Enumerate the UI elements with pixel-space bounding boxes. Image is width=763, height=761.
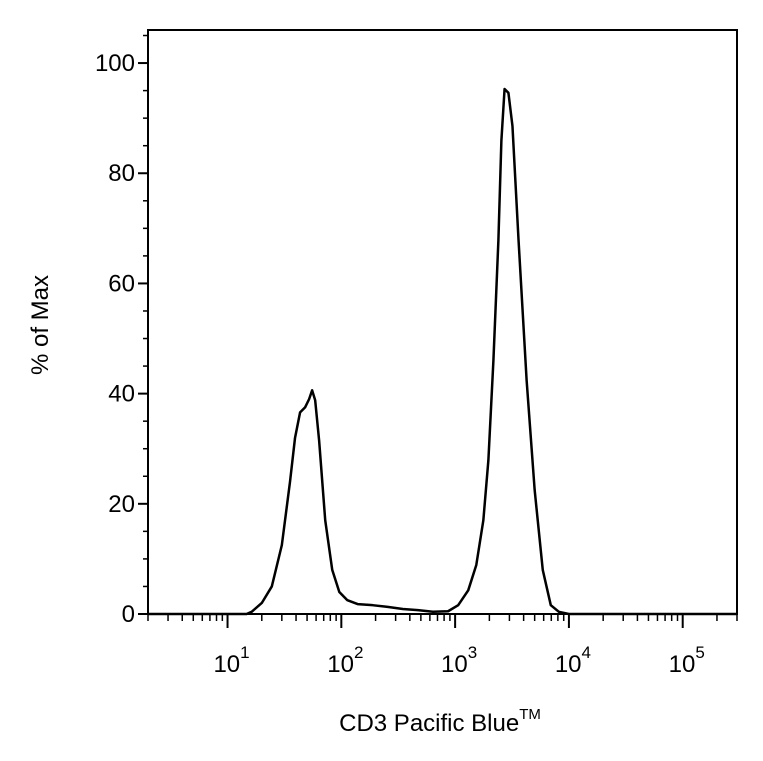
x-tick-exponent: 3 (468, 643, 477, 662)
x-tick-label: 105 (669, 643, 705, 678)
histogram-line (148, 87, 737, 616)
y-tick-label: 60 (108, 270, 135, 297)
plot-frame (147, 29, 738, 615)
x-tick-label: 104 (555, 643, 591, 678)
x-tick-base: 10 (555, 651, 582, 678)
y-tick-label: 20 (108, 491, 135, 518)
x-tick-label: 101 (213, 643, 249, 678)
x-axis-label-sup: TM (519, 706, 541, 723)
y-tick-label: 100 (95, 50, 135, 77)
x-tick-base: 10 (213, 651, 240, 678)
x-axis-label-text: CD3 Pacific Blue (339, 710, 519, 737)
x-tick-exponent: 2 (354, 643, 363, 662)
x-tick-label: 102 (327, 643, 363, 678)
y-axis-label: % of Max (27, 275, 54, 375)
x-axis-label: CD3 Pacific BlueTM (339, 706, 541, 737)
x-tick-exponent: 1 (240, 643, 249, 662)
y-tick-label: 0 (122, 601, 135, 628)
x-tick-base: 10 (327, 651, 354, 678)
y-tick-label: 80 (108, 160, 135, 187)
x-tick-exponent: 5 (695, 643, 704, 662)
x-tick-label: 103 (441, 643, 477, 678)
x-tick-exponent: 4 (582, 643, 591, 662)
x-tick-base: 10 (441, 651, 468, 678)
y-tick-label: 40 (108, 381, 135, 408)
x-tick-base: 10 (669, 651, 696, 678)
